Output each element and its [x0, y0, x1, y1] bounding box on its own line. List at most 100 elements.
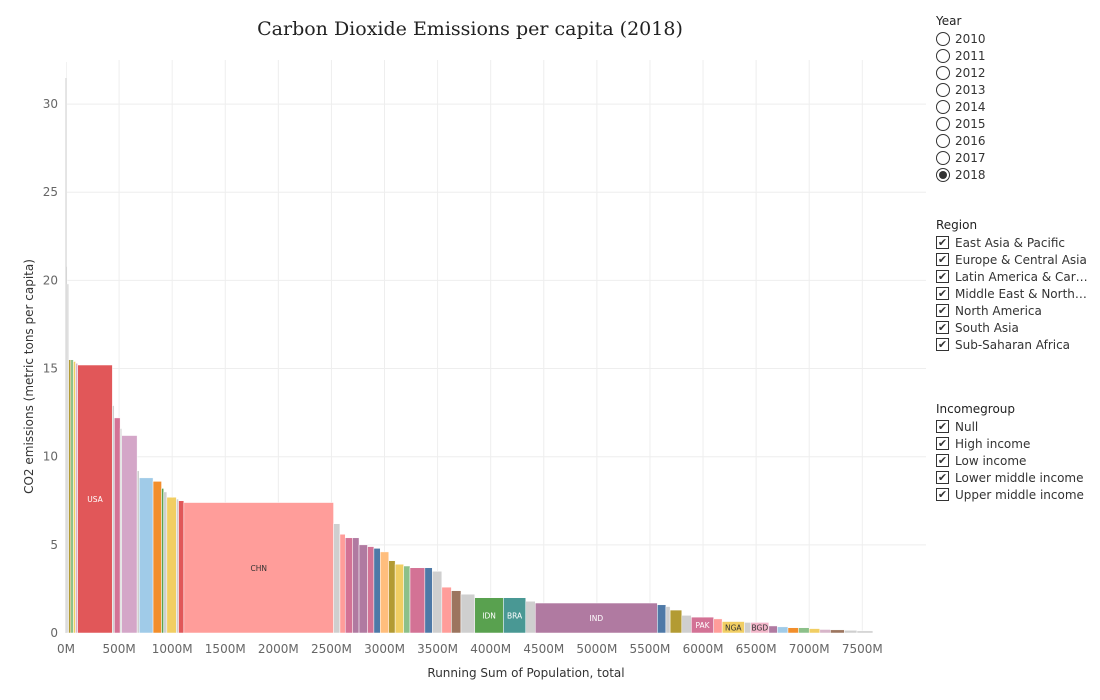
bar-label: PAK [695, 621, 710, 630]
bar [830, 629, 845, 634]
checkbox[interactable]: ✔ [936, 420, 949, 433]
bar [166, 496, 177, 634]
bar [77, 364, 113, 634]
x-tick-label: 7000M [789, 642, 830, 656]
bar [339, 534, 346, 634]
bar [424, 567, 433, 634]
year-option-2011[interactable]: 2011 [936, 47, 986, 64]
region-option[interactable]: ✔ Sub-Saharan Africa [936, 336, 1090, 353]
year-option-2012[interactable]: 2012 [936, 64, 986, 81]
bar [681, 615, 692, 634]
bar [669, 609, 683, 634]
bar [161, 488, 164, 634]
x-tick-label: 3000M [364, 642, 405, 656]
x-tick-label: 1500M [205, 642, 246, 656]
x-tick-label: 1000M [152, 642, 193, 656]
year-option-label: 2014 [955, 99, 986, 114]
year-filter-title: Year [936, 14, 962, 28]
year-option-2017[interactable]: 2017 [936, 149, 986, 166]
bar [713, 618, 723, 634]
x-tick-label: 6500M [736, 642, 777, 656]
region-option-label: South Asia [955, 320, 1019, 335]
incomegroup-filter-panel: Incomegroup ✔ Null ✔ High income ✔ Low income… [936, 402, 1084, 503]
bar [73, 361, 76, 634]
year-option-2016[interactable]: 2016 [936, 132, 986, 149]
bar [451, 590, 462, 634]
checkbox[interactable]: ✔ [936, 488, 949, 501]
bar [68, 359, 72, 634]
region-option[interactable]: ✔ South Asia [936, 319, 1090, 336]
bar [183, 502, 334, 634]
bar-label: USA [87, 495, 103, 504]
year-option-2015[interactable]: 2015 [936, 115, 986, 132]
radio-button[interactable] [936, 48, 950, 63]
incomegroup-option[interactable]: ✔ Low income [936, 452, 1084, 469]
incomegroup-filter-title: Incomegroup [936, 402, 1016, 416]
incomegroup-option[interactable]: ✔ Null [936, 418, 1084, 435]
bar-label: NGA [725, 623, 742, 632]
bar-label: IDN [482, 611, 496, 620]
year-option-2018[interactable]: 2018 [936, 166, 986, 183]
radio-button[interactable] [936, 167, 950, 182]
x-tick-label: 2500M [311, 642, 352, 656]
bar [665, 606, 671, 634]
x-tick-label: 4500M [523, 642, 564, 656]
bar [367, 546, 375, 634]
radio-button[interactable] [936, 133, 950, 148]
region-option[interactable]: ✔ Latin America & Carib.. [936, 268, 1090, 285]
bar [808, 628, 821, 634]
x-tick-label: 500M [102, 642, 135, 656]
bar [152, 481, 162, 634]
bar [70, 359, 74, 634]
bar [843, 630, 858, 634]
region-option-label: North America [955, 303, 1042, 318]
radio-button[interactable] [936, 31, 950, 46]
incomegroup-option[interactable]: ✔ High income [936, 435, 1084, 452]
radio-button[interactable] [936, 116, 950, 131]
region-option-label: Europe & Central Asia [955, 252, 1087, 267]
incomegroup-option[interactable]: ✔ Upper middle income [936, 486, 1084, 503]
incomegroup-option[interactable]: ✔ Lower middle income [936, 469, 1084, 486]
bar [176, 498, 179, 634]
bar [787, 627, 799, 634]
region-option[interactable]: ✔ Middle East & North A.. [936, 285, 1090, 302]
checkbox[interactable]: ✔ [936, 338, 949, 351]
checkbox[interactable]: ✔ [936, 321, 949, 334]
x-tick-label: 2000M [258, 642, 299, 656]
year-option-label: 2011 [955, 48, 986, 63]
checkbox[interactable]: ✔ [936, 454, 949, 467]
region-option[interactable]: ✔ North America [936, 302, 1090, 319]
radio-button[interactable] [936, 65, 950, 80]
year-option-2013[interactable]: 2013 [936, 81, 986, 98]
checkbox[interactable]: ✔ [936, 304, 949, 317]
incomegroup-option-label: Low income [955, 453, 1027, 468]
radio-button[interactable] [936, 99, 950, 114]
bar [163, 491, 168, 634]
bar [432, 571, 443, 634]
checkbox[interactable]: ✔ [936, 437, 949, 450]
x-tick-label: 0M [57, 642, 75, 656]
radio-button[interactable] [936, 82, 950, 97]
checkbox[interactable]: ✔ [936, 471, 949, 484]
checkbox[interactable]: ✔ [936, 236, 949, 249]
year-option-2010[interactable]: 2010 [936, 30, 986, 47]
bar [460, 593, 476, 634]
y-tick-label: 25 [43, 185, 58, 199]
checkbox[interactable]: ✔ [936, 287, 949, 300]
year-option-label: 2013 [955, 82, 986, 97]
radio-button[interactable] [936, 150, 950, 165]
checkbox[interactable]: ✔ [936, 270, 949, 283]
y-tick-label: 5 [50, 538, 58, 552]
year-option-2014[interactable]: 2014 [936, 98, 986, 115]
region-filter-title: Region [936, 218, 978, 232]
incomegroup-option-label: Lower middle income [955, 470, 1084, 485]
region-option[interactable]: ✔ Europe & Central Asia [936, 251, 1090, 268]
checkbox[interactable]: ✔ [936, 253, 949, 266]
bar [394, 563, 404, 634]
region-option[interactable]: ✔ East Asia & Pacific [936, 234, 1090, 251]
bar [333, 523, 341, 634]
bar [744, 622, 752, 634]
chart-area: USA CHN IDN BRA IND PAK NGA BGD 0M 500M 1000M 1500M… [22, 60, 926, 680]
bar [657, 604, 667, 634]
x-tick-label: 7500M [842, 642, 883, 656]
